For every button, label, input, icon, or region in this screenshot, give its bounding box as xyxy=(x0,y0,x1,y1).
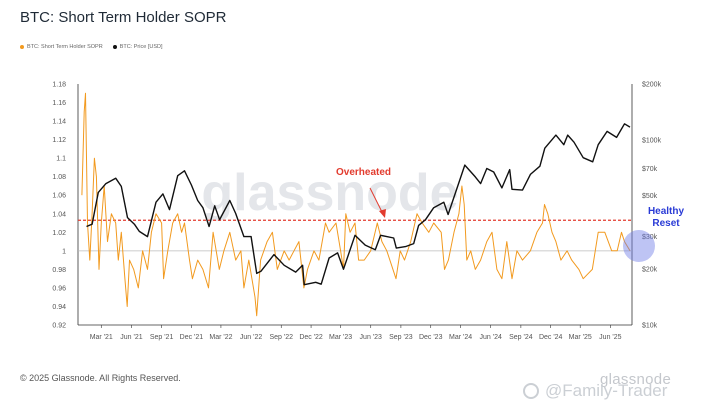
watermark-logo-icon xyxy=(523,383,539,399)
y-right-tick-label: $200k xyxy=(642,82,662,89)
legend-swatch-price xyxy=(112,45,117,49)
chart-watermark: glassnode xyxy=(201,164,458,222)
brand-watermark: glassnode xyxy=(600,371,672,388)
user-watermark-text: @Family-Trader xyxy=(545,381,668,400)
y-left-tick-label: 1.08 xyxy=(52,174,66,181)
y-left-tick-label: 1.16 xyxy=(52,100,66,107)
x-tick-label: Dec '22 xyxy=(299,334,323,341)
sopr-series-line xyxy=(81,92,631,317)
y-left-tick-label: 1.1 xyxy=(56,156,66,163)
y-right-tick-label: $20k xyxy=(642,267,658,274)
y-right-tick-label: $50k xyxy=(642,193,658,200)
x-tick-label: Mar '23 xyxy=(329,334,352,341)
y-left-tick-label: 0.96 xyxy=(52,285,66,292)
x-tick-label: Sep '22 xyxy=(269,334,293,341)
x-tick-label: Mar '22 xyxy=(209,334,232,341)
x-tick-label: Sep '21 xyxy=(150,334,174,341)
y-right-tick-label: $70k xyxy=(642,166,658,173)
x-tick-label: Jun '23 xyxy=(360,334,382,341)
y-left-tick-label: 0.98 xyxy=(52,267,66,274)
x-tick-label: Sep '24 xyxy=(509,334,533,341)
x-tick-label: Mar '21 xyxy=(90,334,113,341)
healthy-reset-highlight xyxy=(623,230,655,262)
x-tick-label: Mar '25 xyxy=(569,334,592,341)
legend-item-price[interactable]: BTC: Price [USD] xyxy=(112,44,163,50)
y-left-tick-label: 0.94 xyxy=(52,304,66,311)
x-tick-label: Jun '22 xyxy=(240,334,262,341)
y-left-tick-label: 1 xyxy=(62,248,66,255)
x-tick-label: Dec '21 xyxy=(180,334,204,341)
legend-item-sopr[interactable]: BTC: Short Term Holder SOPR xyxy=(20,44,103,50)
price-series-line xyxy=(86,123,631,286)
annotation-arrow-shaft xyxy=(369,187,384,215)
legend-label-sopr: BTC: Short Term Holder SOPR xyxy=(27,44,103,50)
x-tick-label: Jun '21 xyxy=(120,334,142,341)
y-left-tick-label: 1.02 xyxy=(52,230,66,237)
legend-label-price: BTC: Price [USD] xyxy=(119,44,163,50)
x-tick-label: Jun '24 xyxy=(480,334,502,341)
chart-legend: BTC: Short Term Holder SOPR BTC: Price [… xyxy=(20,44,163,50)
x-tick-label: Jun '25 xyxy=(599,334,621,341)
y-left-tick-label: 1.06 xyxy=(52,193,66,200)
user-watermark: @Family-Trader xyxy=(523,381,667,401)
annotation-reset: Reset xyxy=(652,218,680,229)
x-tick-label: Dec '23 xyxy=(419,334,443,341)
annotation-overheated: Overheated xyxy=(336,167,391,178)
y-left-tick-label: 0.92 xyxy=(52,323,66,330)
x-tick-label: Mar '24 xyxy=(449,334,472,341)
y-left-tick-label: 1.12 xyxy=(52,137,66,144)
y-right-tick-label: $100k xyxy=(642,137,662,144)
y-left-tick-label: 1.04 xyxy=(52,211,66,218)
page-title: BTC: Short Term Holder SOPR xyxy=(20,9,227,26)
y-right-tick-label: $30k xyxy=(642,234,658,241)
copyright-text: © 2025 Glassnode. All Rights Reserved. xyxy=(20,373,181,383)
x-tick-label: Dec '24 xyxy=(539,334,563,341)
annotation-healthy: Healthy xyxy=(648,206,685,217)
annotation-arrow-head xyxy=(379,209,386,218)
x-tick-label: Sep '23 xyxy=(389,334,413,341)
y-left-tick-label: 1.18 xyxy=(52,82,66,89)
y-left-tick-label: 1.14 xyxy=(52,119,66,126)
legend-swatch-sopr xyxy=(20,45,24,49)
y-right-tick-label: $10k xyxy=(642,323,658,330)
